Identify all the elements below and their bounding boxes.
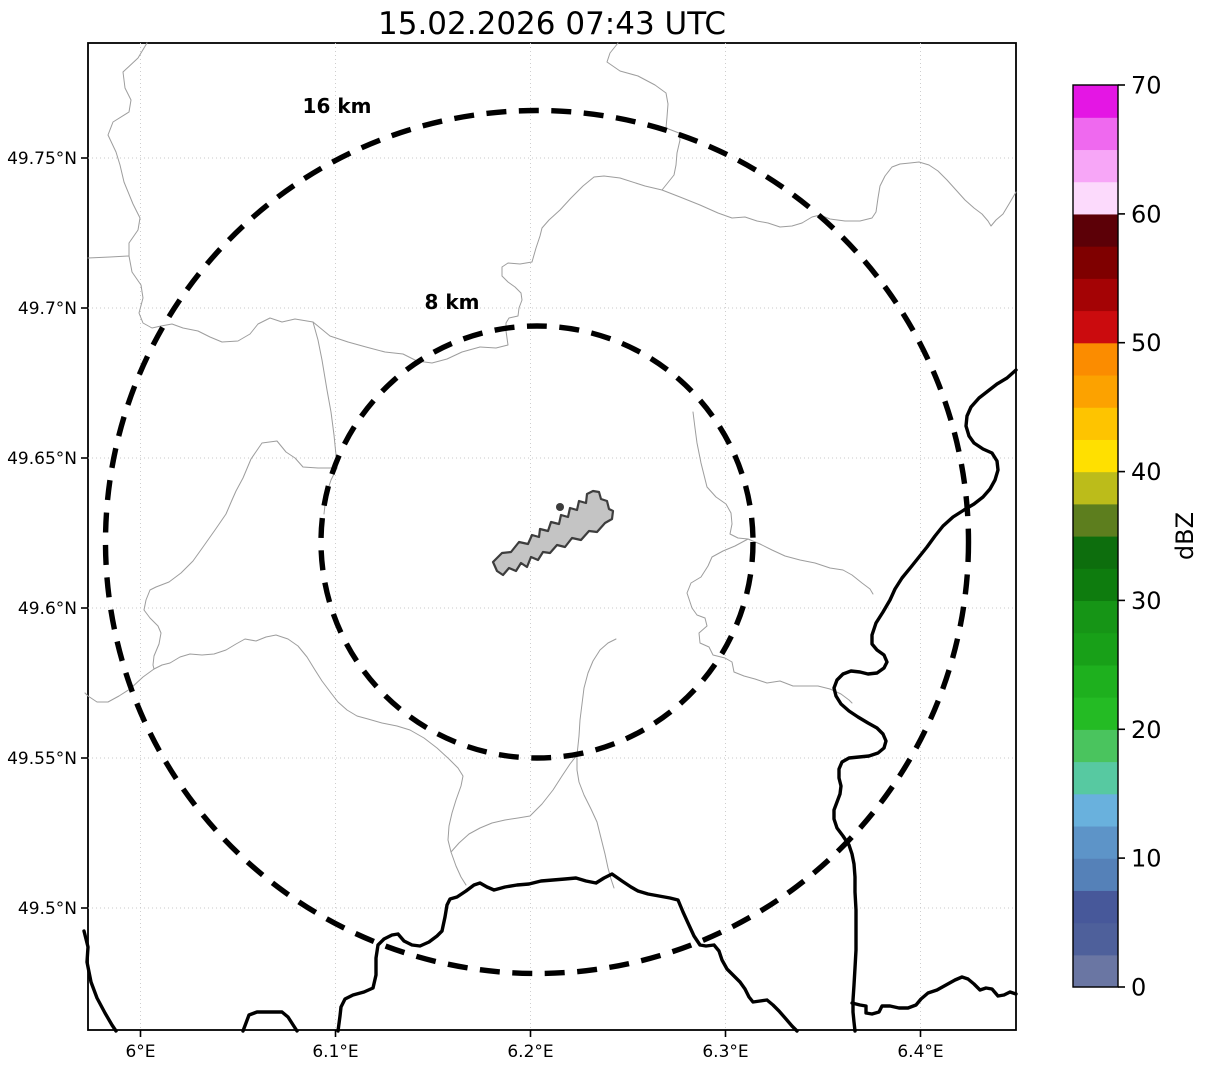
border-segment-bump <box>241 1010 299 1033</box>
range-ring-16km-label: 16 km <box>303 94 372 118</box>
colorbar-segment <box>1073 664 1118 698</box>
colorbar-segment <box>1073 342 1118 376</box>
colorbar-segment <box>1073 761 1118 795</box>
colorbar-segment <box>1073 729 1118 763</box>
border-segment-southwest <box>82 929 118 1033</box>
y-tick-label: 49.6°N <box>18 599 77 619</box>
colorbar-tick-labels: 0 10 20 30 40 50 60 70 <box>1131 72 1162 1002</box>
colorbar-segment <box>1073 117 1118 151</box>
x-tick-label: 6.4°E <box>897 1042 943 1062</box>
colorbar-segment <box>1073 697 1118 730</box>
colorbar-tick-label: 0 <box>1131 974 1146 1002</box>
x-tick-label: 6.3°E <box>702 1042 748 1062</box>
airport-dark-spot <box>556 503 564 511</box>
country-border-lines <box>82 368 1018 1033</box>
graticule-grid <box>88 43 1016 1030</box>
colorbar-segment <box>1073 825 1118 859</box>
x-tick-label: 6.2°E <box>507 1042 553 1062</box>
colorbar-segment <box>1073 503 1118 537</box>
colorbar-unit-label: dBZ <box>1171 512 1199 560</box>
colorbar-tick-label: 40 <box>1131 458 1162 486</box>
colorbar-tick-marks <box>1118 84 1125 988</box>
colorbar-segment <box>1073 278 1118 312</box>
range-ring-8km <box>318 323 756 761</box>
colorbar-segment <box>1073 793 1118 827</box>
x-tick-label: 6°E <box>125 1042 155 1062</box>
colorbar-segment <box>1073 246 1118 279</box>
colorbar-segment <box>1073 181 1118 215</box>
y-axis-tick-labels: 49.75°N 49.7°N 49.65°N 49.6°N 49.55°N 49… <box>7 149 77 919</box>
colorbar-tick-label: 70 <box>1131 72 1162 100</box>
colorbar-segment <box>1073 568 1118 602</box>
colorbar-segment <box>1073 954 1118 988</box>
y-tick-label: 49.7°N <box>18 299 77 319</box>
airport-area-polygon <box>491 489 615 577</box>
colorbar-segment <box>1073 149 1118 183</box>
x-axis-tick-labels: 6°E 6.1°E 6.2°E 6.3°E 6.4°E <box>125 1042 943 1062</box>
plot-title: 15.02.2026 07:43 UTC <box>378 6 726 42</box>
axis-tick-marks <box>81 157 922 1037</box>
y-tick-label: 49.5°N <box>18 899 77 919</box>
colorbar-tick-label: 60 <box>1131 200 1162 228</box>
colorbar-tick-label: 10 <box>1131 845 1162 873</box>
colorbar-segment <box>1073 213 1118 247</box>
colorbar-segment <box>1073 439 1118 473</box>
colorbar-segment <box>1073 632 1118 666</box>
colorbar-segments <box>1073 85 1118 988</box>
colorbar-segment <box>1073 407 1118 440</box>
colorbar-segment <box>1073 890 1118 924</box>
y-tick-label: 49.75°N <box>7 149 77 169</box>
y-tick-label: 49.65°N <box>7 449 77 469</box>
range-ring-16km <box>102 107 972 977</box>
x-tick-label: 6.1°E <box>312 1042 358 1062</box>
colorbar-segment <box>1073 374 1118 408</box>
colorbar-segment <box>1073 471 1118 505</box>
y-tick-label: 49.55°N <box>7 749 77 769</box>
colorbar-segment <box>1073 858 1118 891</box>
colorbar-tick-label: 30 <box>1131 587 1162 615</box>
colorbar-tick-label: 20 <box>1131 716 1162 744</box>
colorbar-segment <box>1073 922 1118 956</box>
colorbar-segment <box>1073 85 1118 118</box>
airport-area <box>491 489 615 577</box>
admin-boundary-lines <box>84 42 1017 889</box>
colorbar-segment <box>1073 310 1118 344</box>
border-segment-southeast <box>850 975 1018 1016</box>
colorbar-segment <box>1073 600 1118 634</box>
colorbar-outline <box>1072 84 1119 988</box>
border-segment-south <box>336 872 799 1033</box>
colorbar-tick-label: 50 <box>1131 329 1162 357</box>
colorbar-segment <box>1073 536 1118 569</box>
range-ring-8km-label: 8 km <box>424 290 479 314</box>
